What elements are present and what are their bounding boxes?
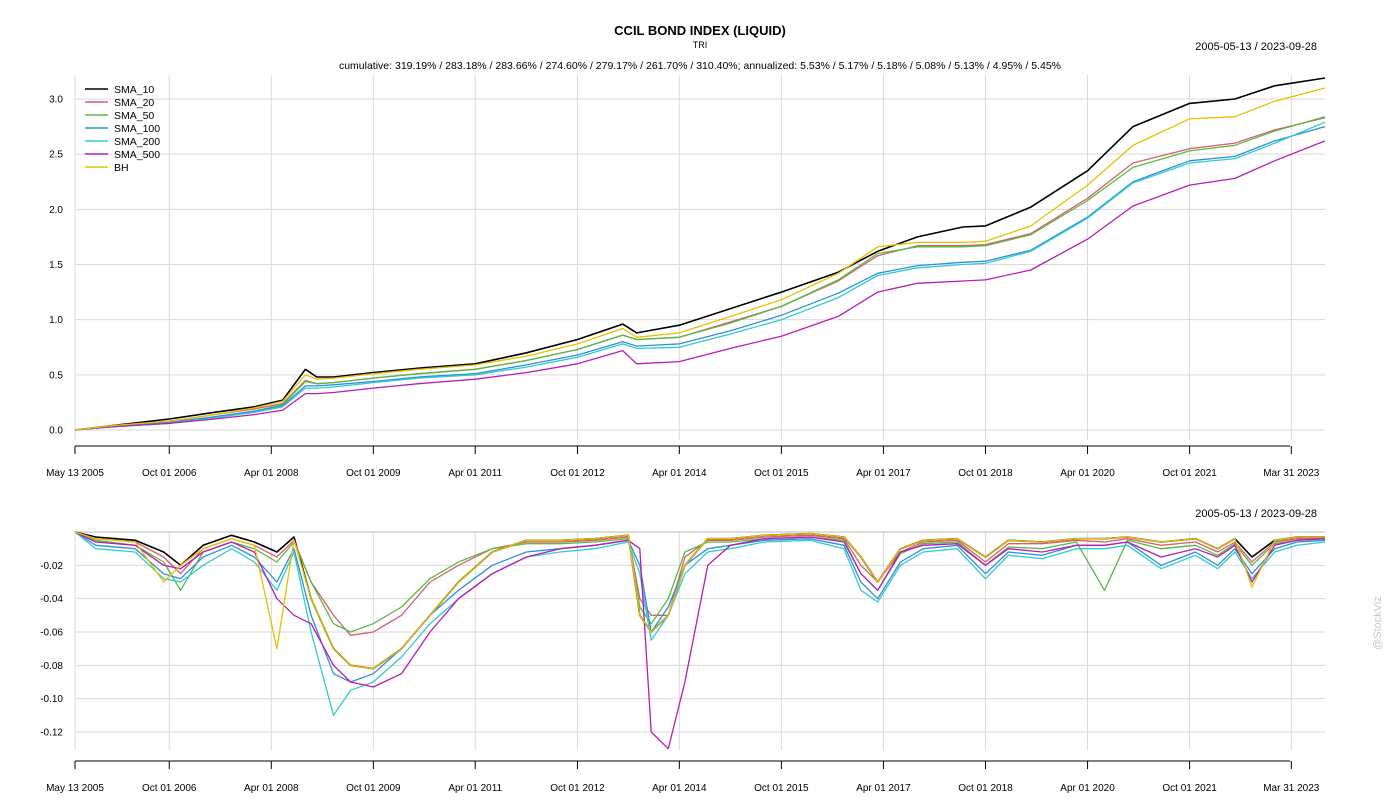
chart-subtitle: TRI [693,40,708,50]
x-tick-label: Apr 01 2017 [856,783,911,794]
x-tick-label: Mar 31 2023 [1263,783,1320,794]
top-x-axis: May 13 2005 Oct 01 2006 Apr 01 2008 Oct 01 … [46,445,1320,479]
x-tick-label: May 13 2005 [46,468,104,479]
legend-label: SMA_500 [114,149,160,161]
legend-label: BH [114,162,129,174]
x-tick-label: Oct 01 2012 [550,783,605,794]
top-date-range: 2005-05-13 / 2023-09-28 [1195,41,1317,53]
x-tick-label: Oct 01 2021 [1162,783,1217,794]
y-tick-label: 2.5 [49,150,63,161]
x-tick-label: Apr 01 2008 [244,468,299,479]
x-tick-label: Oct 01 2015 [754,468,809,479]
series-line-sma-100 [74,125,1326,431]
x-tick-label: Oct 01 2009 [346,783,401,794]
series-line-sma-500 [74,140,1326,431]
y-tick-label: 1.5 [49,260,63,271]
series-line-sma-200 [74,531,1326,716]
x-tick-label: May 13 2005 [46,783,104,794]
legend-label: SMA_50 [114,110,154,122]
bottom-date-range: 2005-05-13 / 2023-09-28 [1195,508,1317,520]
x-tick-label: Oct 01 2012 [550,468,605,479]
y-tick-label: 3.0 [49,95,63,106]
legend-label: SMA_20 [114,97,154,109]
y-tick-label: 1.0 [49,315,63,326]
bottom-panel: 2005-05-13 / 2023-09-28 -0.02-0.04-0.06-… [40,508,1326,794]
x-tick-label: Oct 01 2018 [958,783,1013,794]
series-line-bh [74,531,1325,670]
y-tick-label: -0.02 [40,561,63,572]
bottom-x-axis: May 13 2005 Oct 01 2006 Apr 01 2008 Oct 01 … [46,760,1320,794]
x-tick-label: Oct 01 2006 [142,783,197,794]
series-line-sma-10 [74,77,1326,431]
x-tick-label: Apr 01 2017 [856,468,911,479]
bottom-series-lines [74,531,1326,750]
legend: SMA_10SMA_20SMA_50SMA_100SMA_200SMA_500B… [85,84,160,174]
y-tick-label: -0.04 [40,594,63,605]
series-line-sma-200 [74,121,1326,431]
bottom-grid [74,531,1325,750]
y-tick-label: -0.12 [40,728,63,739]
chart-title: CCIL BOND INDEX (LIQUID) [614,23,786,38]
x-tick-label: Apr 01 2020 [1060,783,1115,794]
series-line-sma-20 [74,117,1326,431]
x-tick-label: Apr 01 2014 [652,468,707,479]
top-panel: CCIL BOND INDEX (LIQUID) TRI 2005-05-13 … [46,23,1326,479]
top-series-lines [74,77,1326,431]
x-tick-label: Oct 01 2018 [958,468,1013,479]
watermark: @StockViz [1372,596,1384,650]
top-grid [74,75,1325,440]
top-y-axis: 0.0 0.5 1.0 1.5 2.0 2.5 3.0 [49,95,63,437]
y-tick-label: -0.10 [40,694,63,705]
bottom-y-axis: -0.02 -0.04 -0.06 -0.08 -0.10 -0.12 [40,561,63,739]
y-tick-label: 0.0 [49,426,63,437]
x-tick-label: Apr 01 2008 [244,783,299,794]
series-line-sma-500 [74,531,1326,750]
series-line-bh [74,87,1326,431]
x-tick-label: Mar 31 2023 [1263,468,1320,479]
chart-stats: cumulative: 319.19% / 283.18% / 283.66% … [339,60,1061,72]
x-tick-label: Apr 01 2011 [448,783,502,794]
series-line-sma-50 [74,116,1326,431]
x-tick-label: Apr 01 2014 [652,783,707,794]
series-line-sma-50 [74,531,1326,633]
legend-label: SMA_10 [114,84,154,96]
x-tick-label: Apr 01 2011 [448,468,502,479]
x-tick-label: Oct 01 2009 [346,468,401,479]
y-tick-label: 2.0 [49,205,63,216]
x-tick-label: Oct 01 2015 [754,783,809,794]
y-tick-label: 0.5 [49,370,63,381]
x-tick-label: Oct 01 2006 [142,468,197,479]
legend-label: SMA_200 [114,136,160,148]
y-tick-label: -0.06 [40,628,63,639]
y-tick-label: -0.08 [40,661,63,672]
x-tick-label: Oct 01 2021 [1162,468,1217,479]
x-tick-label: Apr 01 2020 [1060,468,1115,479]
legend-label: SMA_100 [114,123,160,135]
